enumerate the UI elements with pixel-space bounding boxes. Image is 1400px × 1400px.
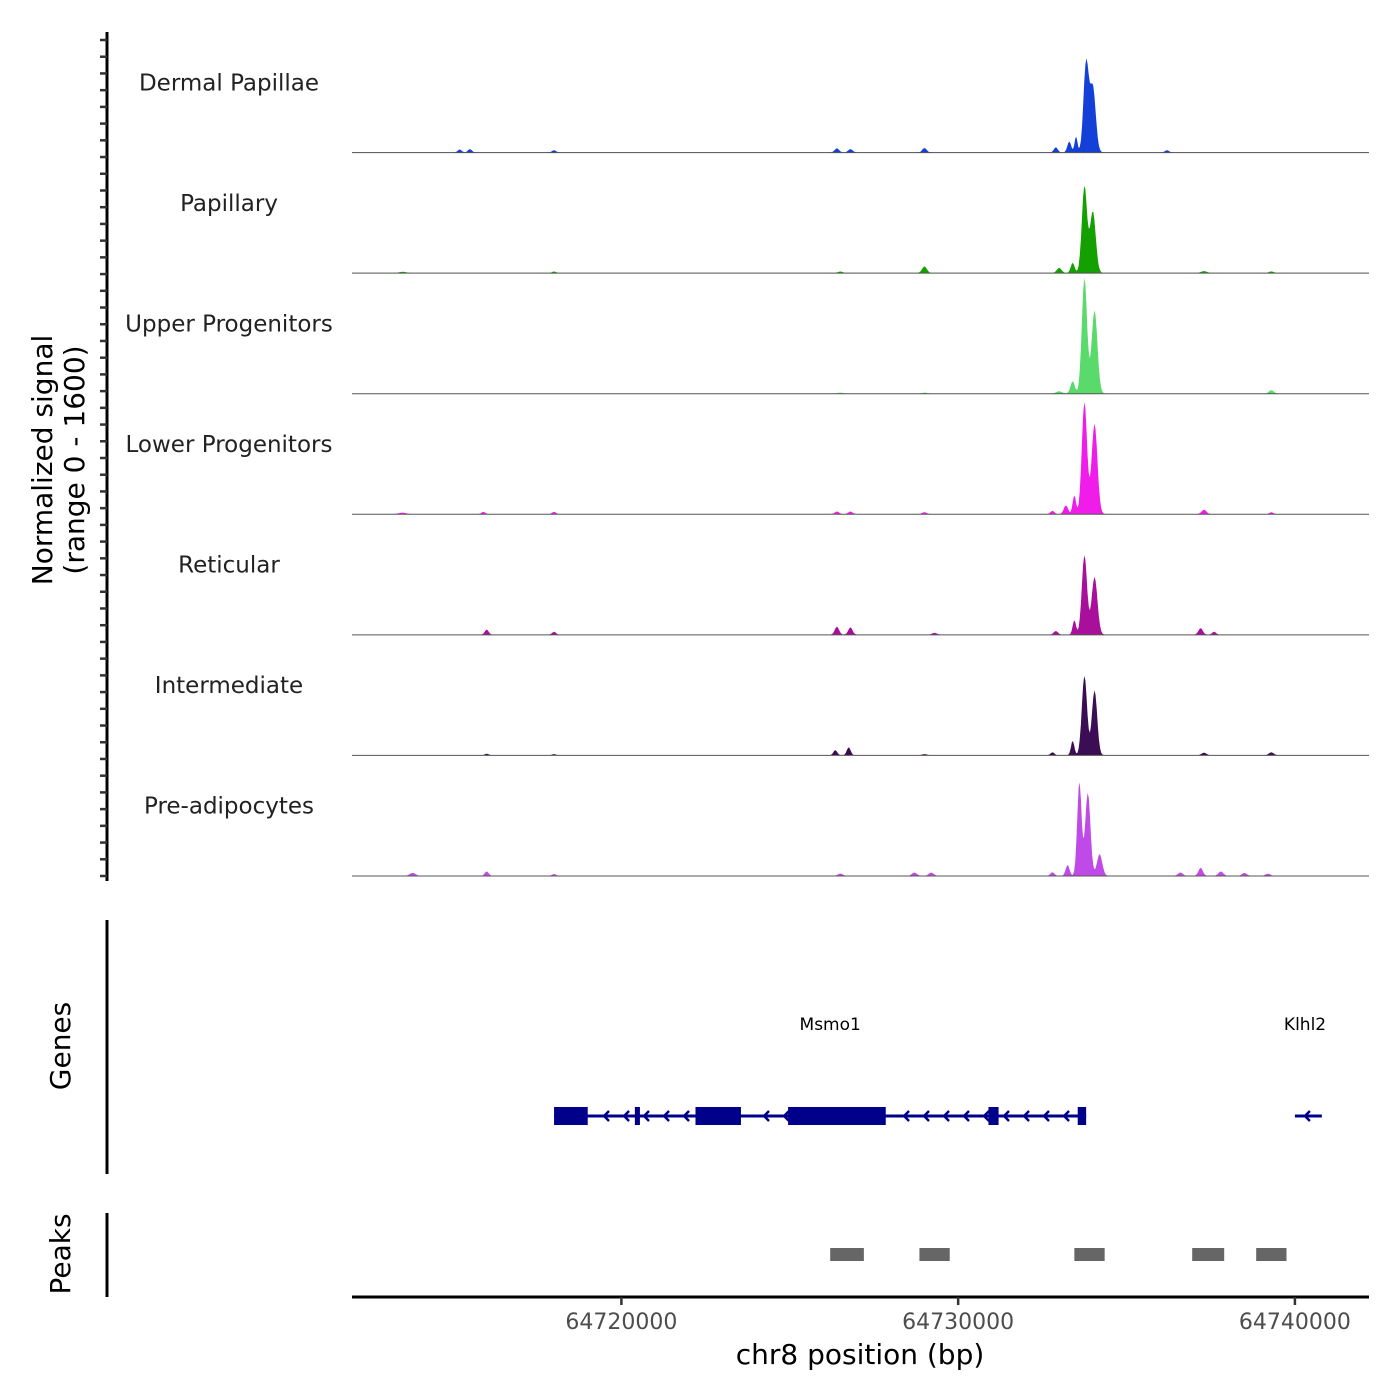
gene-label-msmo1: Msmo1 (800, 1015, 861, 1035)
peaks-track-title: Peaks (44, 1213, 77, 1294)
coverage-area (352, 58, 1369, 153)
track-label: Reticular (178, 553, 280, 579)
track-label: Lower Progenitors (126, 432, 333, 458)
track-label: Dermal Papillae (139, 70, 319, 96)
exon (695, 1107, 741, 1125)
strand-arrow (982, 1110, 990, 1122)
coverage-area (352, 278, 1369, 394)
track-reticular: Reticular (178, 553, 1369, 636)
track-papillary: Papillary (180, 185, 1369, 274)
signal-y-axis (100, 32, 109, 881)
coverage-area (352, 676, 1369, 756)
strand-arrow (922, 1110, 930, 1122)
exon (634, 1107, 640, 1125)
x-axis: 64720000 64730000 64740000 (352, 1295, 1369, 1335)
strand-arrow (762, 1110, 770, 1122)
exon (1077, 1107, 1087, 1125)
signal-axis-title-line1: Normalized signal (26, 335, 59, 586)
genes-track-title: Genes (44, 1002, 77, 1090)
strand-arrow (962, 1110, 970, 1122)
track-dermal-papillae: Dermal Papillae (139, 58, 1369, 154)
coverage-area (352, 185, 1369, 274)
strand-arrow (662, 1110, 670, 1122)
peaks-track (830, 1248, 1287, 1261)
peak-region (830, 1248, 864, 1261)
signal-axis-title-line2: (range 0 - 1600) (58, 345, 91, 574)
strand-arrow (682, 1110, 690, 1122)
peak-region (1256, 1248, 1287, 1261)
coverage-area (352, 782, 1369, 876)
strand-arrow (1042, 1110, 1050, 1122)
strand-arrow (602, 1110, 610, 1122)
coverage-tracks: Dermal Papillae Papillary Upper Progenitor… (125, 58, 1369, 877)
strand-arrow (622, 1110, 630, 1122)
strand-arrow (1002, 1110, 1010, 1122)
track-pre-adipocytes: Pre-adipocytes (144, 782, 1369, 877)
coverage-area (352, 555, 1369, 635)
strand-arrow (782, 1110, 790, 1122)
coverage-area (352, 402, 1369, 515)
strand-arrow (642, 1110, 650, 1122)
gene-label-klhl2: Klhl2 (1284, 1015, 1326, 1035)
gene-model-msmo1 (554, 1107, 1087, 1125)
track-upper-progenitors: Upper Progenitors (125, 278, 1369, 395)
x-axis-title: chr8 position (bp) (736, 1338, 985, 1371)
strand-arrow (942, 1110, 950, 1122)
peak-region (1192, 1248, 1225, 1261)
x-tick-label: 64730000 (902, 1310, 1014, 1335)
track-label: Papillary (180, 191, 278, 217)
track-lower-progenitors: Lower Progenitors (126, 402, 1369, 515)
peak-region (919, 1248, 950, 1261)
genes-track: Msmo1 Klhl2 (554, 1015, 1326, 1125)
gene-model-klhl2 (1294, 1110, 1322, 1122)
track-label: Upper Progenitors (125, 311, 333, 337)
strand-arrow (1022, 1110, 1030, 1122)
exon (554, 1107, 588, 1125)
peak-region (1074, 1248, 1105, 1261)
track-label: Intermediate (155, 673, 303, 699)
exon (988, 1107, 999, 1125)
x-tick-label: 64720000 (565, 1310, 677, 1335)
track-intermediate: Intermediate (155, 673, 1369, 756)
strand-arrow (1062, 1110, 1070, 1122)
strand-arrow (902, 1110, 910, 1122)
x-tick-label: 64740000 (1239, 1310, 1351, 1335)
track-label: Pre-adipocytes (144, 794, 314, 820)
exon (788, 1107, 886, 1125)
strand-arrow (1303, 1110, 1311, 1122)
